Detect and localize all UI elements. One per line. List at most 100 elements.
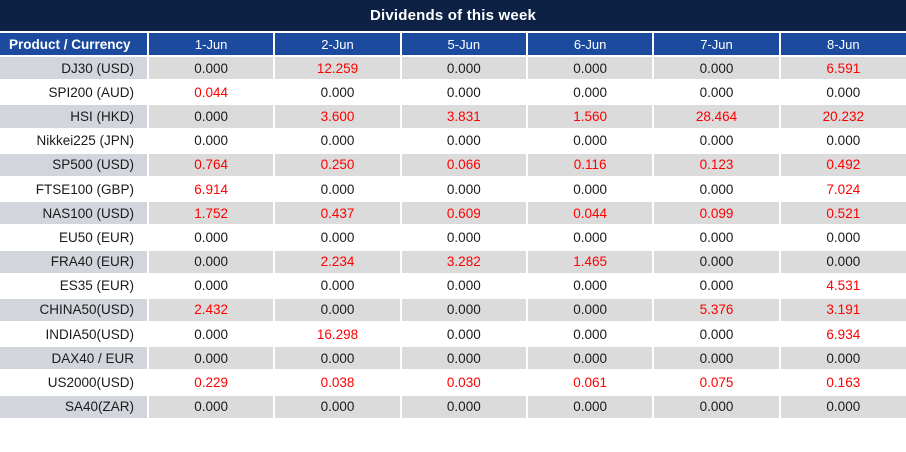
- dividend-value-cell: 0.000: [652, 79, 781, 106]
- product-cell: CHINA50(USD): [0, 296, 149, 324]
- dividend-value-cell: 0.000: [652, 54, 781, 82]
- dividend-value-cell: 6.591: [778, 54, 906, 82]
- dividend-value-cell: 0.000: [273, 127, 402, 154]
- product-cell: HSI (HKD): [0, 103, 149, 130]
- dividend-value-cell: 0.000: [652, 345, 781, 372]
- dividend-value-cell: 0.000: [525, 393, 655, 420]
- dividend-value-cell: 4.531: [778, 272, 906, 299]
- dividend-value-cell: 0.000: [273, 345, 402, 372]
- table-row: NAS100 (USD) 1.752 0.437 0.609 0.044 0.099 0.5…: [0, 200, 906, 227]
- dividend-value-cell: 0.000: [399, 296, 528, 324]
- dividend-value-cell: 0.492: [778, 151, 906, 178]
- dividend-value-cell: 0.229: [146, 369, 276, 396]
- dividend-value-cell: 0.000: [652, 321, 781, 348]
- dividend-value-cell: 0.000: [399, 54, 528, 82]
- dividend-value-cell: 2.234: [273, 248, 402, 275]
- dividend-value-cell: 0.030: [399, 369, 528, 396]
- table-row: DAX40 / EUR 0.000 0.000 0.000 0.000 0.000 0.00…: [0, 345, 906, 372]
- table-row: SPI200 (AUD) 0.044 0.000 0.000 0.000 0.000 0.0…: [0, 79, 906, 106]
- dividend-value-cell: 12.259: [273, 54, 402, 82]
- dividend-value-cell: 0.000: [525, 321, 655, 348]
- table-row: FRA40 (EUR) 0.000 2.234 3.282 1.465 0.000 0.00…: [0, 248, 906, 275]
- dividend-value-cell: 20.232: [778, 103, 906, 130]
- product-cell: FRA40 (EUR): [0, 248, 149, 275]
- dividend-value-cell: 0.000: [778, 248, 906, 275]
- dividend-value-cell: 0.000: [146, 103, 276, 130]
- dividend-value-cell: 0.099: [652, 200, 781, 227]
- dividend-value-cell: 0.000: [146, 393, 276, 420]
- product-cell: NAS100 (USD): [0, 200, 149, 227]
- dividend-value-cell: 6.914: [146, 175, 276, 203]
- dividend-value-cell: 2.432: [146, 296, 276, 324]
- table-row: Nikkei225 (JPN) 0.000 0.000 0.000 0.000 0.000…: [0, 127, 906, 154]
- product-cell: ES35 (EUR): [0, 272, 149, 299]
- dividend-value-cell: 0.116: [525, 151, 655, 178]
- dividend-value-cell: 0.000: [399, 127, 528, 154]
- product-cell: EU50 (EUR): [0, 224, 149, 251]
- dividend-value-cell: 0.000: [146, 54, 276, 82]
- dividend-value-cell: 0.000: [652, 248, 781, 275]
- dividend-value-cell: 0.000: [273, 272, 402, 299]
- product-cell: Nikkei225 (JPN): [0, 127, 149, 154]
- dividend-value-cell: 0.038: [273, 369, 402, 396]
- dividend-value-cell: 0.000: [399, 175, 528, 203]
- dividend-value-cell: 0.061: [525, 369, 655, 396]
- dividend-value-cell: 6.934: [778, 321, 906, 348]
- product-cell: DJ30 (USD): [0, 54, 149, 82]
- dividend-value-cell: 1.752: [146, 200, 276, 227]
- dividend-value-cell: 0.000: [652, 175, 781, 203]
- dividend-value-cell: 16.298: [273, 321, 402, 348]
- product-cell: SA40(ZAR): [0, 393, 149, 420]
- date-column-header: 2-Jun: [273, 31, 402, 57]
- date-column-header: 6-Jun: [525, 31, 655, 57]
- dividend-value-cell: 0.437: [273, 200, 402, 227]
- dividend-value-cell: 0.000: [399, 272, 528, 299]
- table-row: DJ30 (USD) 0.000 12.259 0.000 0.000 0.000 6.59…: [0, 54, 906, 82]
- dividend-value-cell: 0.000: [273, 393, 402, 420]
- dividend-value-cell: 0.044: [525, 200, 655, 227]
- dividend-value-cell: 0.521: [778, 200, 906, 227]
- dividend-value-cell: 28.464: [652, 103, 781, 130]
- table-row: INDIA50(USD) 0.000 16.298 0.000 0.000 0.000 6.…: [0, 321, 906, 348]
- date-column-header: 5-Jun: [399, 31, 528, 57]
- dividend-value-cell: 1.465: [525, 248, 655, 275]
- dividend-value-cell: 0.000: [525, 272, 655, 299]
- dividend-value-cell: 5.376: [652, 296, 781, 324]
- dividend-value-cell: 0.000: [399, 321, 528, 348]
- dividend-value-cell: 0.000: [399, 79, 528, 106]
- dividend-value-cell: 0.000: [778, 393, 906, 420]
- dividend-value-cell: 0.000: [778, 127, 906, 154]
- dividend-value-cell: 3.831: [399, 103, 528, 130]
- product-cell: US2000(USD): [0, 369, 149, 396]
- dividend-value-cell: 0.000: [778, 224, 906, 251]
- dividend-value-cell: 0.000: [273, 296, 402, 324]
- table-row: CHINA50(USD) 2.432 0.000 0.000 0.000 5.376 3.1…: [0, 296, 906, 324]
- dividends-table: Product / Currency 1-Jun 2-Jun 5-Jun 6-Jun 7…: [0, 31, 906, 420]
- table-row: HSI (HKD) 0.000 3.600 3.831 1.560 28.464 20.23…: [0, 103, 906, 130]
- dividend-value-cell: 7.024: [778, 175, 906, 203]
- dividend-value-cell: 1.560: [525, 103, 655, 130]
- dividend-value-cell: 3.600: [273, 103, 402, 130]
- dividend-value-cell: 3.191: [778, 296, 906, 324]
- dividend-value-cell: 0.000: [273, 175, 402, 203]
- product-cell: DAX40 / EUR: [0, 345, 149, 372]
- page-title: Dividends of this week: [0, 0, 906, 31]
- dividend-value-cell: 0.000: [525, 175, 655, 203]
- dividend-value-cell: 0.066: [399, 151, 528, 178]
- table-row: SP500 (USD) 0.764 0.250 0.066 0.116 0.123 0.49…: [0, 151, 906, 178]
- dividend-value-cell: 0.000: [146, 272, 276, 299]
- dividend-value-cell: 0.000: [778, 345, 906, 372]
- dividend-value-cell: 0.000: [146, 127, 276, 154]
- dividend-value-cell: 0.000: [525, 345, 655, 372]
- dividend-value-cell: 0.609: [399, 200, 528, 227]
- column-header-row: Product / Currency 1-Jun 2-Jun 5-Jun 6-Jun 7…: [0, 31, 906, 57]
- dividend-value-cell: 0.000: [525, 79, 655, 106]
- date-column-header: 8-Jun: [778, 31, 906, 57]
- dividend-value-cell: 0.000: [652, 393, 781, 420]
- table-row: EU50 (EUR) 0.000 0.000 0.000 0.000 0.000 0.000: [0, 224, 906, 251]
- table-row: SA40(ZAR) 0.000 0.000 0.000 0.000 0.000 0.000: [0, 393, 906, 420]
- dividend-value-cell: 0.000: [146, 248, 276, 275]
- dividend-value-cell: 0.000: [525, 54, 655, 82]
- product-cell: FTSE100 (GBP): [0, 175, 149, 203]
- dividend-value-cell: 0.000: [652, 272, 781, 299]
